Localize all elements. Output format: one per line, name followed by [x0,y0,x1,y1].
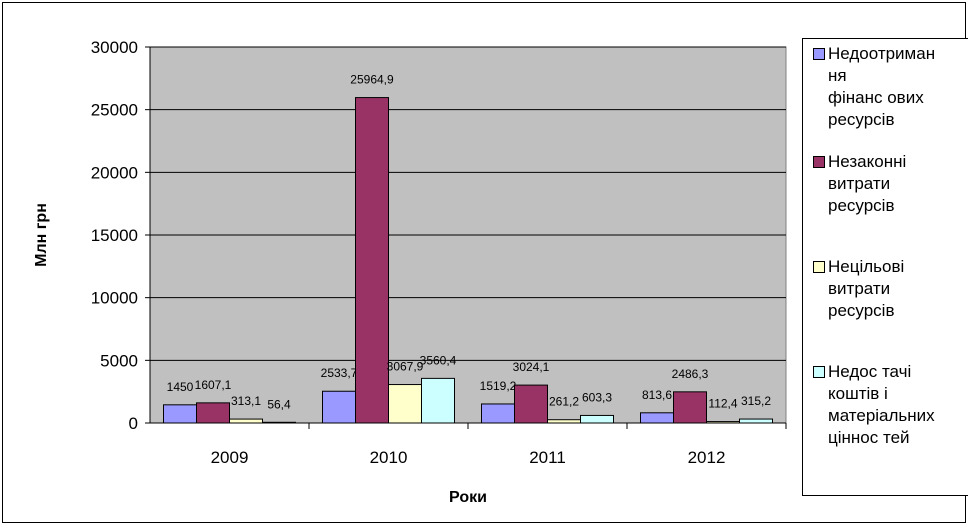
bar [388,384,422,424]
data-label: 813,6 [642,388,672,402]
data-label: 3067,9 [387,360,424,374]
data-label: 1607,1 [195,378,232,392]
legend-label-3: Нецільові витрати ресурсів [828,257,905,320]
legend-swatch-1 [813,48,825,60]
legend-swatch-2 [813,156,825,168]
data-label: 25964,9 [350,73,394,87]
legend-label-4: Недос тачі коштів і матеріальних ціннос … [828,362,935,447]
data-label: 3024,1 [513,360,550,374]
y-tick-label: 0 [129,414,138,433]
x-tick-label: 2010 [370,448,408,467]
x-tick-label: 2009 [211,448,249,467]
bar [262,421,296,424]
chart-legend: Недоотриман ня фінанс ових ресурсів Неза… [802,38,968,496]
bar [355,97,389,424]
bar [421,377,455,424]
y-tick-label: 15000 [91,226,138,245]
data-label: 261,2 [549,395,579,409]
data-label: 315,2 [741,394,771,408]
bar [229,418,263,424]
y-tick-label: 30000 [91,38,138,57]
bar [580,414,614,424]
data-label: 603,3 [582,390,612,404]
legend-label-1: Недоотриман ня фінанс ових ресурсів [828,44,936,129]
legend-swatch-4 [813,366,825,378]
y-tick-label: 10000 [91,289,138,308]
bar [547,419,581,424]
data-label: 112,4 [708,397,737,411]
legend-item-3: Нецільові витрати ресурсів [813,256,968,344]
x-tick-label: 2011 [529,448,566,467]
bar [640,412,674,424]
data-label: 56,4 [267,397,291,411]
y-tick-label: 25000 [91,101,138,120]
data-label: 1519,2 [480,379,517,393]
legend-swatch-3 [813,261,825,273]
y-axis-title: Млн грн [33,203,50,267]
legend-item-1: Недоотриман ня фінанс ових ресурсів [813,43,968,131]
data-label: 313,1 [231,394,261,408]
bar [739,418,773,424]
bar [196,402,230,424]
y-tick-label: 5000 [100,351,138,370]
x-tick-label: 2012 [688,448,726,467]
bar [673,391,707,424]
legend-label-2: Незаконні витрати ресурсів [828,152,907,215]
y-tick-label: 20000 [91,163,138,182]
bar [481,403,515,424]
data-label: 2486,3 [672,367,709,381]
legend-item-4: Недос тачі коштів і матеріальних ціннос … [813,361,968,449]
data-label: 3560,4 [420,353,457,367]
legend-item-2: Незаконні витрати ресурсів [813,151,968,239]
bar [322,390,356,424]
x-axis-title: Роки [449,489,487,506]
data-label: 2533,7 [321,366,358,380]
bar [706,421,740,424]
bar [163,404,197,424]
data-label: 1450 [167,380,194,394]
bar [514,384,548,424]
